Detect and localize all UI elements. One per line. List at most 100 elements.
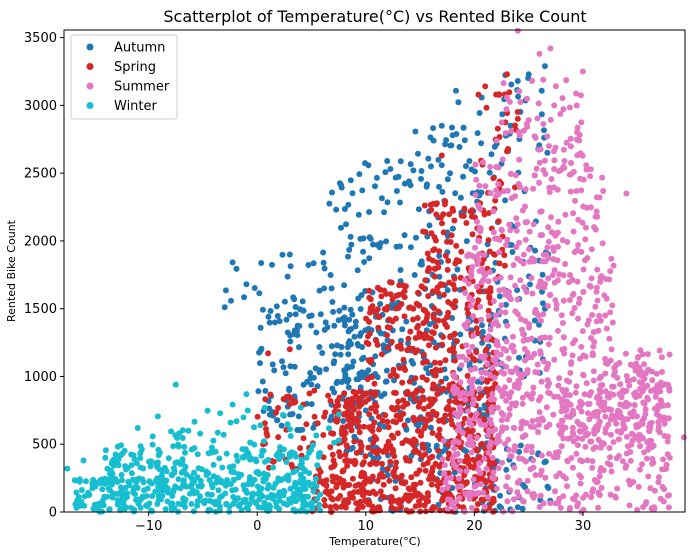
data-point — [607, 357, 614, 364]
data-point — [261, 499, 268, 506]
data-point — [169, 500, 176, 507]
data-point — [563, 77, 570, 84]
data-point — [274, 313, 281, 319]
data-point — [612, 368, 618, 375]
data-point — [564, 377, 570, 384]
data-point — [428, 206, 435, 213]
data-point — [435, 264, 442, 271]
data-point — [558, 408, 565, 415]
data-point — [408, 453, 415, 459]
data-point — [536, 146, 542, 153]
data-point — [463, 448, 469, 455]
data-point — [249, 490, 256, 497]
data-point — [600, 188, 607, 194]
data-point — [500, 80, 507, 87]
data-point — [553, 305, 560, 312]
data-point — [410, 441, 417, 448]
data-point — [384, 418, 391, 425]
data-point — [434, 432, 441, 439]
data-point — [654, 406, 661, 413]
data-point — [413, 234, 419, 241]
data-point — [451, 390, 458, 397]
data-point — [559, 320, 566, 326]
data-point — [346, 481, 353, 488]
data-point — [414, 315, 421, 321]
data-point — [566, 104, 573, 111]
data-point — [392, 477, 399, 484]
data-point — [522, 186, 529, 193]
data-point — [502, 130, 509, 137]
data-point — [547, 116, 554, 123]
data-point — [279, 251, 286, 258]
data-point — [552, 232, 559, 239]
data-point — [430, 312, 437, 319]
data-point — [401, 313, 408, 320]
data-point — [385, 424, 392, 431]
data-point — [599, 240, 606, 247]
data-point — [546, 189, 553, 195]
data-point — [191, 490, 198, 497]
data-point — [528, 395, 535, 402]
data-point — [334, 495, 341, 502]
data-point — [610, 262, 617, 269]
data-point — [445, 309, 452, 316]
data-point — [592, 423, 599, 430]
data-point — [540, 311, 547, 318]
data-point — [569, 310, 576, 317]
data-point — [433, 412, 440, 419]
data-point — [227, 419, 234, 426]
data-point — [291, 363, 298, 370]
data-point — [269, 361, 276, 368]
data-point — [484, 361, 490, 368]
data-point — [462, 396, 469, 403]
data-point — [383, 238, 390, 245]
data-point — [377, 488, 384, 495]
data-point — [509, 333, 516, 340]
data-point — [407, 161, 414, 168]
data-point — [135, 500, 142, 507]
data-point — [629, 437, 636, 444]
data-point — [536, 50, 543, 57]
data-point — [149, 480, 155, 487]
data-point — [537, 232, 544, 239]
data-point — [590, 445, 597, 452]
data-point — [476, 418, 483, 424]
data-point — [478, 189, 485, 196]
data-point — [314, 383, 321, 390]
data-point — [264, 432, 271, 439]
data-point — [114, 443, 121, 450]
data-point — [537, 335, 543, 342]
data-point — [243, 391, 250, 398]
data-point — [99, 497, 106, 504]
data-point — [74, 497, 81, 504]
data-point — [451, 286, 458, 293]
data-point — [655, 419, 662, 425]
data-point — [445, 403, 452, 410]
data-point — [490, 298, 497, 305]
data-point — [275, 475, 282, 482]
data-point — [435, 156, 442, 163]
data-point — [579, 219, 586, 226]
data-point — [494, 125, 501, 132]
data-point — [461, 276, 468, 283]
data-point — [636, 364, 643, 371]
data-point — [581, 391, 588, 398]
data-point — [292, 311, 299, 318]
data-point — [656, 429, 663, 436]
data-point — [159, 492, 166, 499]
data-point — [512, 172, 519, 179]
data-point — [310, 442, 316, 449]
data-point — [534, 115, 541, 122]
data-point — [125, 478, 132, 485]
data-point — [532, 247, 539, 254]
data-point — [341, 390, 348, 397]
data-point — [294, 332, 301, 339]
data-point — [255, 388, 262, 395]
data-point — [590, 343, 597, 350]
data-point — [297, 404, 304, 411]
data-point — [536, 421, 542, 428]
data-point — [520, 498, 527, 505]
data-point — [583, 162, 590, 169]
data-point — [544, 244, 551, 251]
